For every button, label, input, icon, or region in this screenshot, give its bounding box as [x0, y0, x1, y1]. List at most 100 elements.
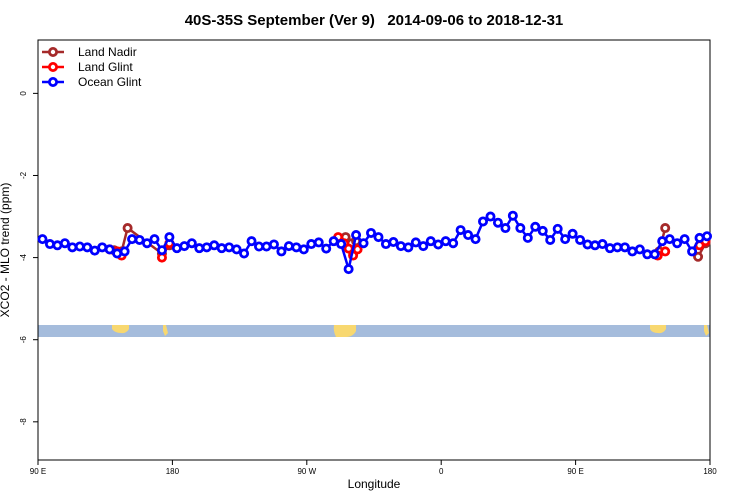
series [37, 210, 713, 275]
point [500, 223, 511, 234]
legend-marker [48, 47, 59, 58]
y-tick-label: -6 [19, 336, 28, 344]
point [186, 238, 197, 249]
point [664, 234, 675, 245]
point [679, 234, 690, 245]
legend-label: Land Nadir [78, 45, 137, 59]
x-tick-label: 90 E [30, 467, 46, 476]
x-tick-label: 180 [166, 467, 180, 476]
y-tick-label: 0 [19, 91, 28, 96]
point [216, 243, 227, 254]
point [74, 241, 85, 252]
point [358, 238, 369, 249]
map-strip [38, 325, 710, 337]
point [134, 234, 145, 245]
point [448, 238, 459, 249]
point [672, 238, 683, 249]
point [351, 230, 362, 241]
point [37, 234, 48, 245]
point [149, 234, 160, 245]
point [693, 251, 704, 262]
point [507, 210, 518, 221]
point [122, 223, 133, 234]
point [552, 223, 563, 234]
point [313, 237, 324, 248]
point [522, 232, 533, 243]
point [366, 227, 377, 238]
point [702, 231, 713, 242]
point [67, 242, 78, 253]
point [231, 244, 242, 255]
y-axis-label: XCO2 - MLO trend (ppm) [0, 183, 12, 318]
point [82, 242, 93, 253]
legend-label: Ocean Glint [78, 75, 142, 89]
point [321, 243, 332, 254]
point [425, 236, 436, 247]
point [395, 241, 406, 252]
point [687, 246, 698, 257]
point [485, 211, 496, 222]
land-shape [333, 325, 356, 337]
land-shape [163, 325, 168, 336]
point [567, 228, 578, 239]
point [276, 246, 287, 257]
point [194, 243, 205, 254]
point [142, 238, 153, 249]
point [127, 234, 138, 245]
point [268, 239, 279, 250]
point [590, 240, 601, 251]
point [336, 239, 347, 250]
point [582, 239, 593, 250]
x-tick-label: 180 [703, 467, 717, 476]
point [694, 232, 705, 243]
x-tick-label: 90 E [567, 467, 583, 476]
plot-frame [37, 39, 711, 461]
point [463, 230, 474, 241]
point [306, 239, 317, 250]
chart-title: 40S-35S September (Ver 9) 2014-09-06 to … [185, 12, 564, 29]
y-tick-label: -8 [19, 418, 28, 426]
legend-label: Land Glint [78, 60, 133, 74]
point [343, 264, 354, 275]
point [418, 241, 429, 252]
point [515, 223, 526, 234]
point [433, 239, 444, 250]
y-tick-label: -4 [19, 253, 28, 261]
legend-marker [48, 62, 59, 73]
point [410, 237, 421, 248]
point [104, 244, 115, 255]
point [660, 246, 671, 257]
point [575, 234, 586, 245]
point [246, 236, 257, 247]
point [560, 234, 571, 245]
land-shape [112, 325, 129, 334]
point [164, 232, 175, 243]
point [89, 245, 100, 256]
point [59, 238, 70, 249]
point [455, 225, 466, 236]
y-tick-label: -2 [19, 171, 28, 179]
point [537, 225, 548, 236]
x-tick-label: 90 W [297, 467, 316, 476]
x-tick-label: 0 [439, 467, 444, 476]
point [352, 244, 363, 255]
point [44, 239, 55, 250]
point [619, 242, 630, 253]
land-shape [704, 325, 709, 336]
point [597, 239, 608, 250]
point [530, 221, 541, 232]
point [478, 216, 489, 227]
point [239, 248, 250, 259]
point [492, 217, 503, 228]
point [283, 241, 294, 252]
point [649, 249, 660, 260]
point [403, 242, 414, 253]
point [470, 234, 481, 245]
ocean-band [38, 325, 710, 337]
point [298, 244, 309, 255]
land-shape [650, 325, 666, 334]
point [604, 243, 615, 254]
x-axis-label: Longitude [348, 477, 401, 491]
series [109, 223, 711, 262]
